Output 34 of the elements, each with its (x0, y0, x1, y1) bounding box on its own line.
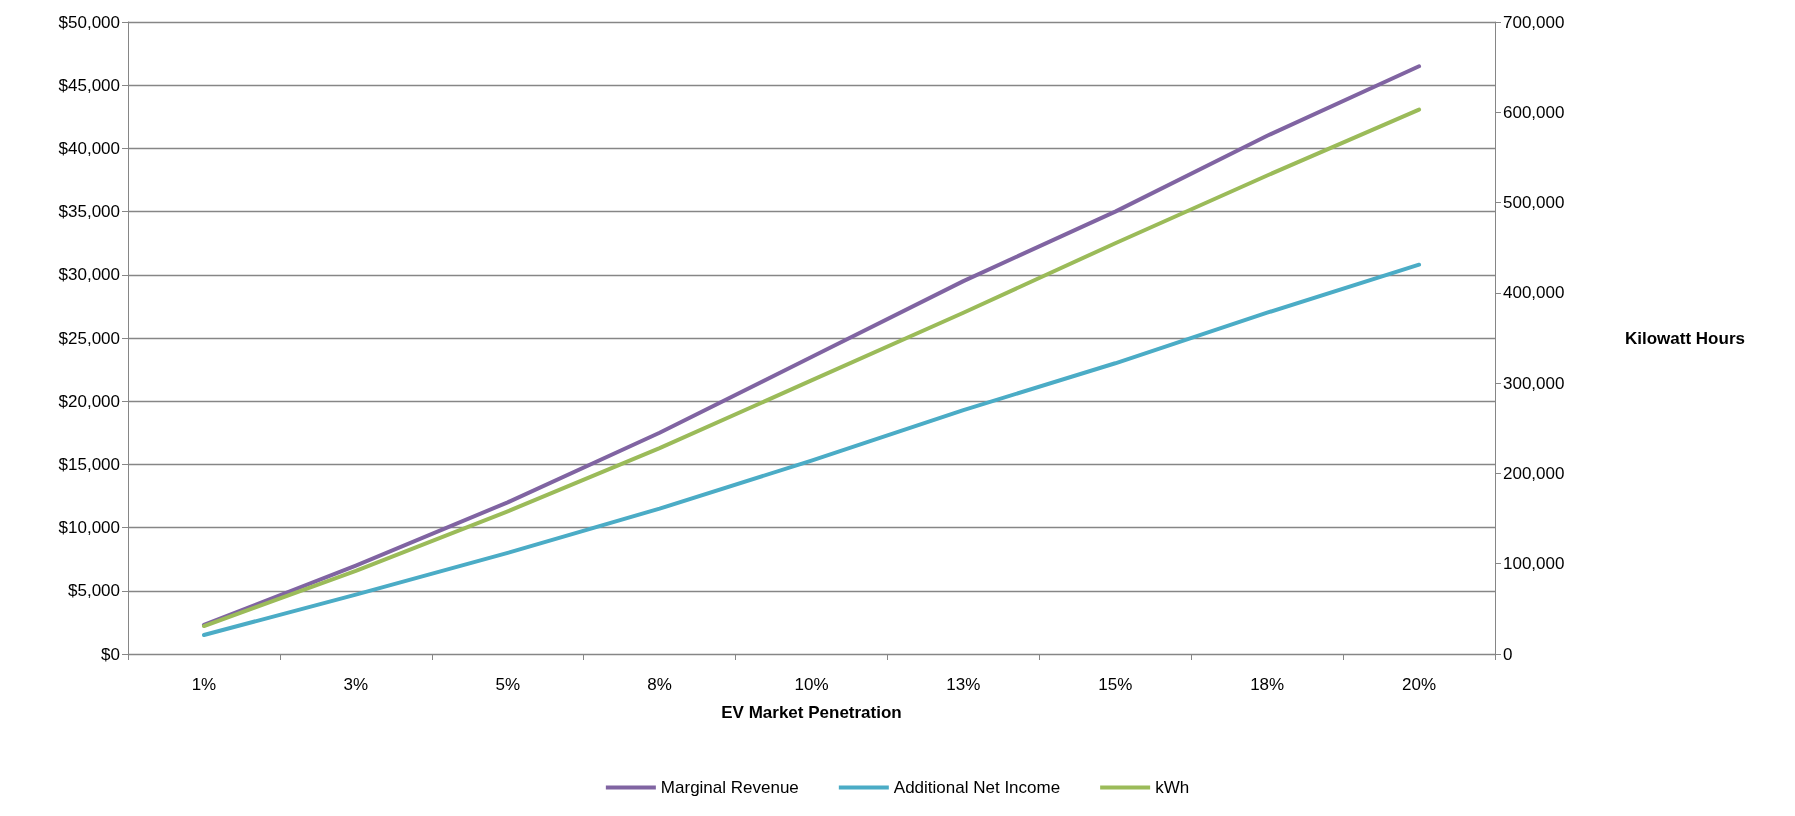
x-tick-label: 18% (1250, 675, 1285, 694)
y-tick-label: $20,000 (58, 391, 120, 411)
x-tick-label: 20% (1402, 675, 1437, 694)
x-tick-label: 5% (495, 675, 521, 694)
legend-label: kWh (1155, 778, 1190, 797)
x-tick-label: 10% (794, 675, 829, 694)
y-tick-label: $15,000 (58, 454, 120, 474)
y-tick-label: $30,000 (58, 265, 120, 285)
legend-label: Additional Net Income (893, 778, 1061, 797)
x-tick-label: 8% (647, 675, 672, 694)
x-tick-label: 3% (343, 675, 369, 694)
y2-axis-title: Kilowatt Hours (1625, 328, 1745, 348)
x-axis-title: EV Market Penetration (721, 703, 902, 722)
y2-tick-label: 500,000 (1503, 193, 1565, 213)
y-tick-label: $45,000 (58, 75, 120, 95)
y-tick-label: $50,000 (58, 12, 120, 32)
y-tick-label: $10,000 (58, 518, 120, 538)
legend-label: Marginal Revenue (660, 778, 799, 797)
y-tick-label: $40,000 (58, 138, 120, 158)
y2-tick-label: 300,000 (1503, 373, 1565, 393)
x-tick-label: 13% (946, 675, 981, 694)
y2-tick-label: 0 (1503, 644, 1513, 664)
y2-tick-label: 200,000 (1503, 463, 1565, 483)
x-tick-label: 1% (191, 675, 217, 694)
y2-tick-label: 400,000 (1503, 283, 1565, 303)
y2-tick-label: 600,000 (1503, 102, 1565, 122)
y-tick-label: $35,000 (58, 202, 120, 222)
line-series (201, 262, 1422, 638)
y-tick-label: $25,000 (58, 328, 120, 348)
x-tick-label: 15% (1098, 675, 1133, 694)
y2-tick-label: 100,000 (1503, 554, 1565, 574)
y-tick-label: $0 (101, 644, 120, 664)
y-tick-label: $5,000 (68, 581, 120, 601)
y2-tick-label: 700,000 (1503, 12, 1565, 32)
